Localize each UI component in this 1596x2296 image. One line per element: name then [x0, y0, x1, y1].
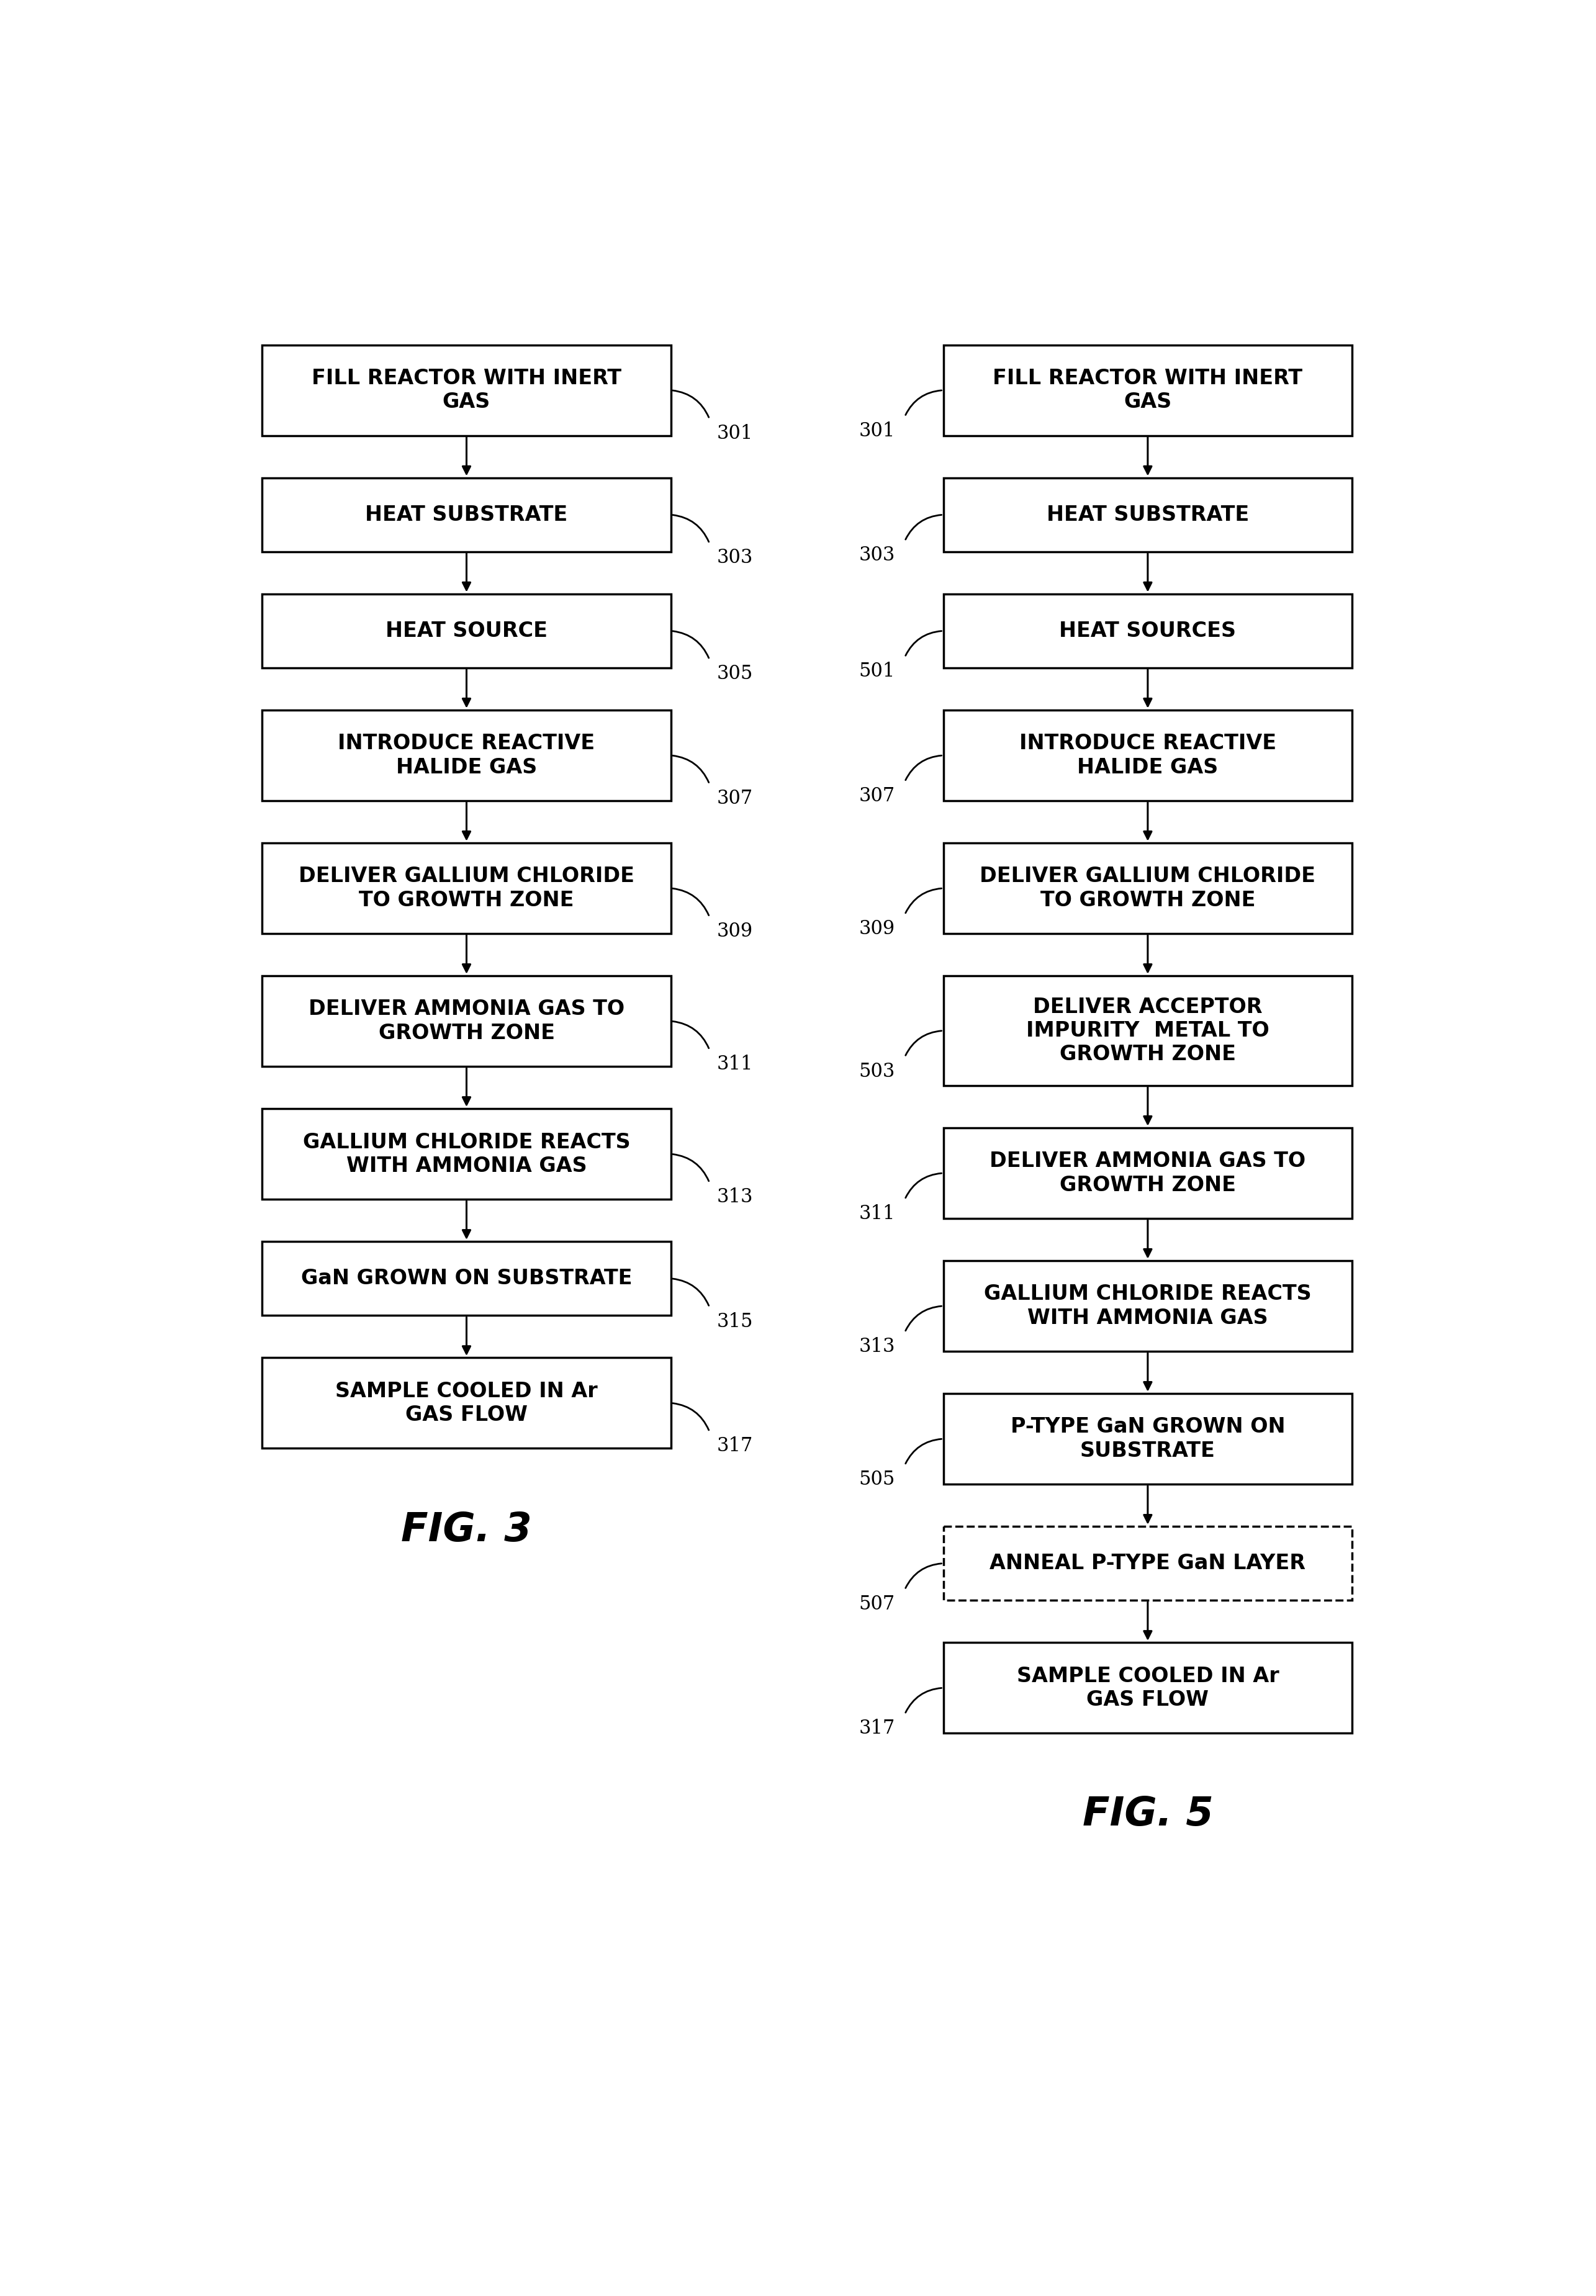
- Text: 313: 313: [717, 1187, 753, 1208]
- Text: 309: 309: [859, 918, 895, 939]
- Text: FILL REACTOR WITH INERT
GAS: FILL REACTOR WITH INERT GAS: [311, 367, 621, 413]
- Bar: [262, 1357, 670, 1449]
- Text: P-TYPE GaN GROWN ON
SUBSTRATE: P-TYPE GaN GROWN ON SUBSTRATE: [1010, 1417, 1285, 1460]
- Text: HEAT SOURCES: HEAT SOURCES: [1060, 620, 1237, 641]
- Bar: [262, 709, 670, 801]
- Bar: [943, 1127, 1352, 1219]
- Bar: [943, 1394, 1352, 1483]
- Text: 303: 303: [859, 546, 895, 565]
- Text: 505: 505: [859, 1469, 895, 1490]
- Text: ANNEAL P-TYPE GaN LAYER: ANNEAL P-TYPE GaN LAYER: [990, 1552, 1306, 1573]
- Text: FILL REACTOR WITH INERT
GAS: FILL REACTOR WITH INERT GAS: [993, 367, 1302, 413]
- Bar: [262, 976, 670, 1068]
- Text: GaN GROWN ON SUBSTRATE: GaN GROWN ON SUBSTRATE: [302, 1267, 632, 1288]
- Text: DELIVER AMMONIA GAS TO
GROWTH ZONE: DELIVER AMMONIA GAS TO GROWTH ZONE: [308, 999, 624, 1042]
- Bar: [943, 976, 1352, 1086]
- Text: 315: 315: [717, 1311, 753, 1332]
- Text: HEAT SUBSTRATE: HEAT SUBSTRATE: [365, 505, 568, 526]
- Text: 309: 309: [717, 921, 753, 941]
- Text: GALLIUM CHLORIDE REACTS
WITH AMMONIA GAS: GALLIUM CHLORIDE REACTS WITH AMMONIA GAS: [985, 1283, 1312, 1327]
- Bar: [262, 478, 670, 551]
- Text: SAMPLE COOLED IN Ar
GAS FLOW: SAMPLE COOLED IN Ar GAS FLOW: [335, 1380, 597, 1426]
- Text: 317: 317: [717, 1437, 753, 1456]
- Text: HEAT SUBSTRATE: HEAT SUBSTRATE: [1047, 505, 1250, 526]
- Text: 503: 503: [859, 1061, 895, 1081]
- Bar: [943, 344, 1352, 436]
- Text: 307: 307: [859, 788, 895, 806]
- Bar: [943, 1261, 1352, 1352]
- Text: FIG. 5: FIG. 5: [1082, 1795, 1213, 1835]
- Bar: [262, 344, 670, 436]
- Text: DELIVER AMMONIA GAS TO
GROWTH ZONE: DELIVER AMMONIA GAS TO GROWTH ZONE: [990, 1150, 1306, 1196]
- Text: 313: 313: [859, 1336, 895, 1357]
- Text: HEAT SOURCE: HEAT SOURCE: [386, 620, 547, 641]
- Bar: [262, 843, 670, 934]
- Bar: [943, 595, 1352, 668]
- Text: 507: 507: [859, 1593, 895, 1614]
- Bar: [943, 478, 1352, 551]
- Text: 303: 303: [717, 549, 753, 567]
- Text: GALLIUM CHLORIDE REACTS
WITH AMMONIA GAS: GALLIUM CHLORIDE REACTS WITH AMMONIA GAS: [303, 1132, 630, 1176]
- Text: INTRODUCE REACTIVE
HALIDE GAS: INTRODUCE REACTIVE HALIDE GAS: [1020, 732, 1277, 778]
- Bar: [943, 843, 1352, 934]
- Text: DELIVER ACCEPTOR
IMPURITY  METAL TO
GROWTH ZONE: DELIVER ACCEPTOR IMPURITY METAL TO GROWT…: [1026, 996, 1269, 1065]
- Text: INTRODUCE REACTIVE
HALIDE GAS: INTRODUCE REACTIVE HALIDE GAS: [338, 732, 595, 778]
- Text: 501: 501: [859, 661, 895, 682]
- Bar: [262, 1109, 670, 1199]
- Text: 311: 311: [859, 1203, 895, 1224]
- Text: DELIVER GALLIUM CHLORIDE
TO GROWTH ZONE: DELIVER GALLIUM CHLORIDE TO GROWTH ZONE: [298, 866, 635, 909]
- Text: FIG. 3: FIG. 3: [401, 1511, 531, 1550]
- Bar: [262, 595, 670, 668]
- Bar: [943, 1642, 1352, 1733]
- Text: 311: 311: [717, 1054, 753, 1075]
- Text: 317: 317: [859, 1720, 895, 1738]
- Text: 301: 301: [717, 425, 753, 443]
- Text: DELIVER GALLIUM CHLORIDE
TO GROWTH ZONE: DELIVER GALLIUM CHLORIDE TO GROWTH ZONE: [980, 866, 1315, 909]
- Bar: [943, 709, 1352, 801]
- Bar: [943, 1527, 1352, 1600]
- Bar: [262, 1242, 670, 1316]
- Text: 305: 305: [717, 664, 753, 684]
- Text: 307: 307: [717, 790, 753, 808]
- Text: SAMPLE COOLED IN Ar
GAS FLOW: SAMPLE COOLED IN Ar GAS FLOW: [1017, 1667, 1278, 1711]
- Text: 301: 301: [859, 420, 895, 441]
